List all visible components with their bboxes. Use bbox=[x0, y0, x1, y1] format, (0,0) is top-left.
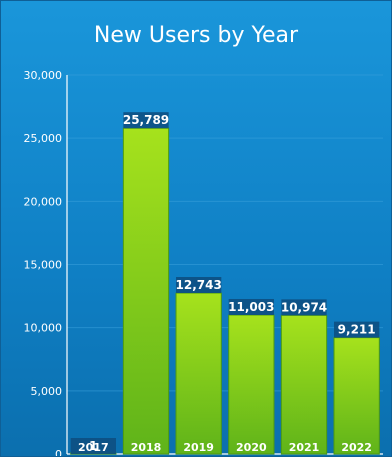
x-tick-label: 2021 bbox=[289, 441, 320, 454]
x-tick-label: 2018 bbox=[131, 441, 162, 454]
value-label-box bbox=[70, 438, 116, 454]
y-tick-label: 30,000 bbox=[24, 69, 63, 82]
value-label: 1 bbox=[89, 439, 97, 453]
value-label: 11,003 bbox=[228, 300, 274, 314]
value-label-box bbox=[123, 112, 169, 129]
y-tick-label: 25,000 bbox=[24, 132, 63, 145]
bar bbox=[280, 314, 328, 455]
value-label-box bbox=[176, 277, 222, 294]
value-label-box bbox=[228, 298, 274, 315]
value-label: 9,211 bbox=[338, 323, 376, 337]
y-tick-label: 5,000 bbox=[31, 385, 63, 398]
bar bbox=[175, 292, 222, 455]
value-label-box bbox=[334, 321, 380, 338]
chart-title: New Users by Year bbox=[93, 23, 299, 48]
bar bbox=[333, 337, 380, 455]
value-label: 10,974 bbox=[281, 300, 327, 314]
bar bbox=[122, 127, 170, 455]
value-label-box bbox=[281, 299, 327, 316]
y-tick-label: 0 bbox=[55, 448, 62, 456]
x-tick-label: 2020 bbox=[236, 441, 267, 454]
x-tick-label: 2019 bbox=[183, 441, 214, 454]
bar bbox=[228, 314, 275, 455]
value-label: 25,789 bbox=[123, 113, 169, 127]
value-label: 12,743 bbox=[176, 278, 222, 292]
x-tick-label: 2017 bbox=[78, 441, 109, 454]
y-tick-label: 10,000 bbox=[24, 322, 63, 335]
y-tick-label: 20,000 bbox=[24, 195, 63, 208]
y-tick-label: 15,000 bbox=[24, 259, 63, 272]
x-tick-label: 2022 bbox=[341, 441, 372, 454]
